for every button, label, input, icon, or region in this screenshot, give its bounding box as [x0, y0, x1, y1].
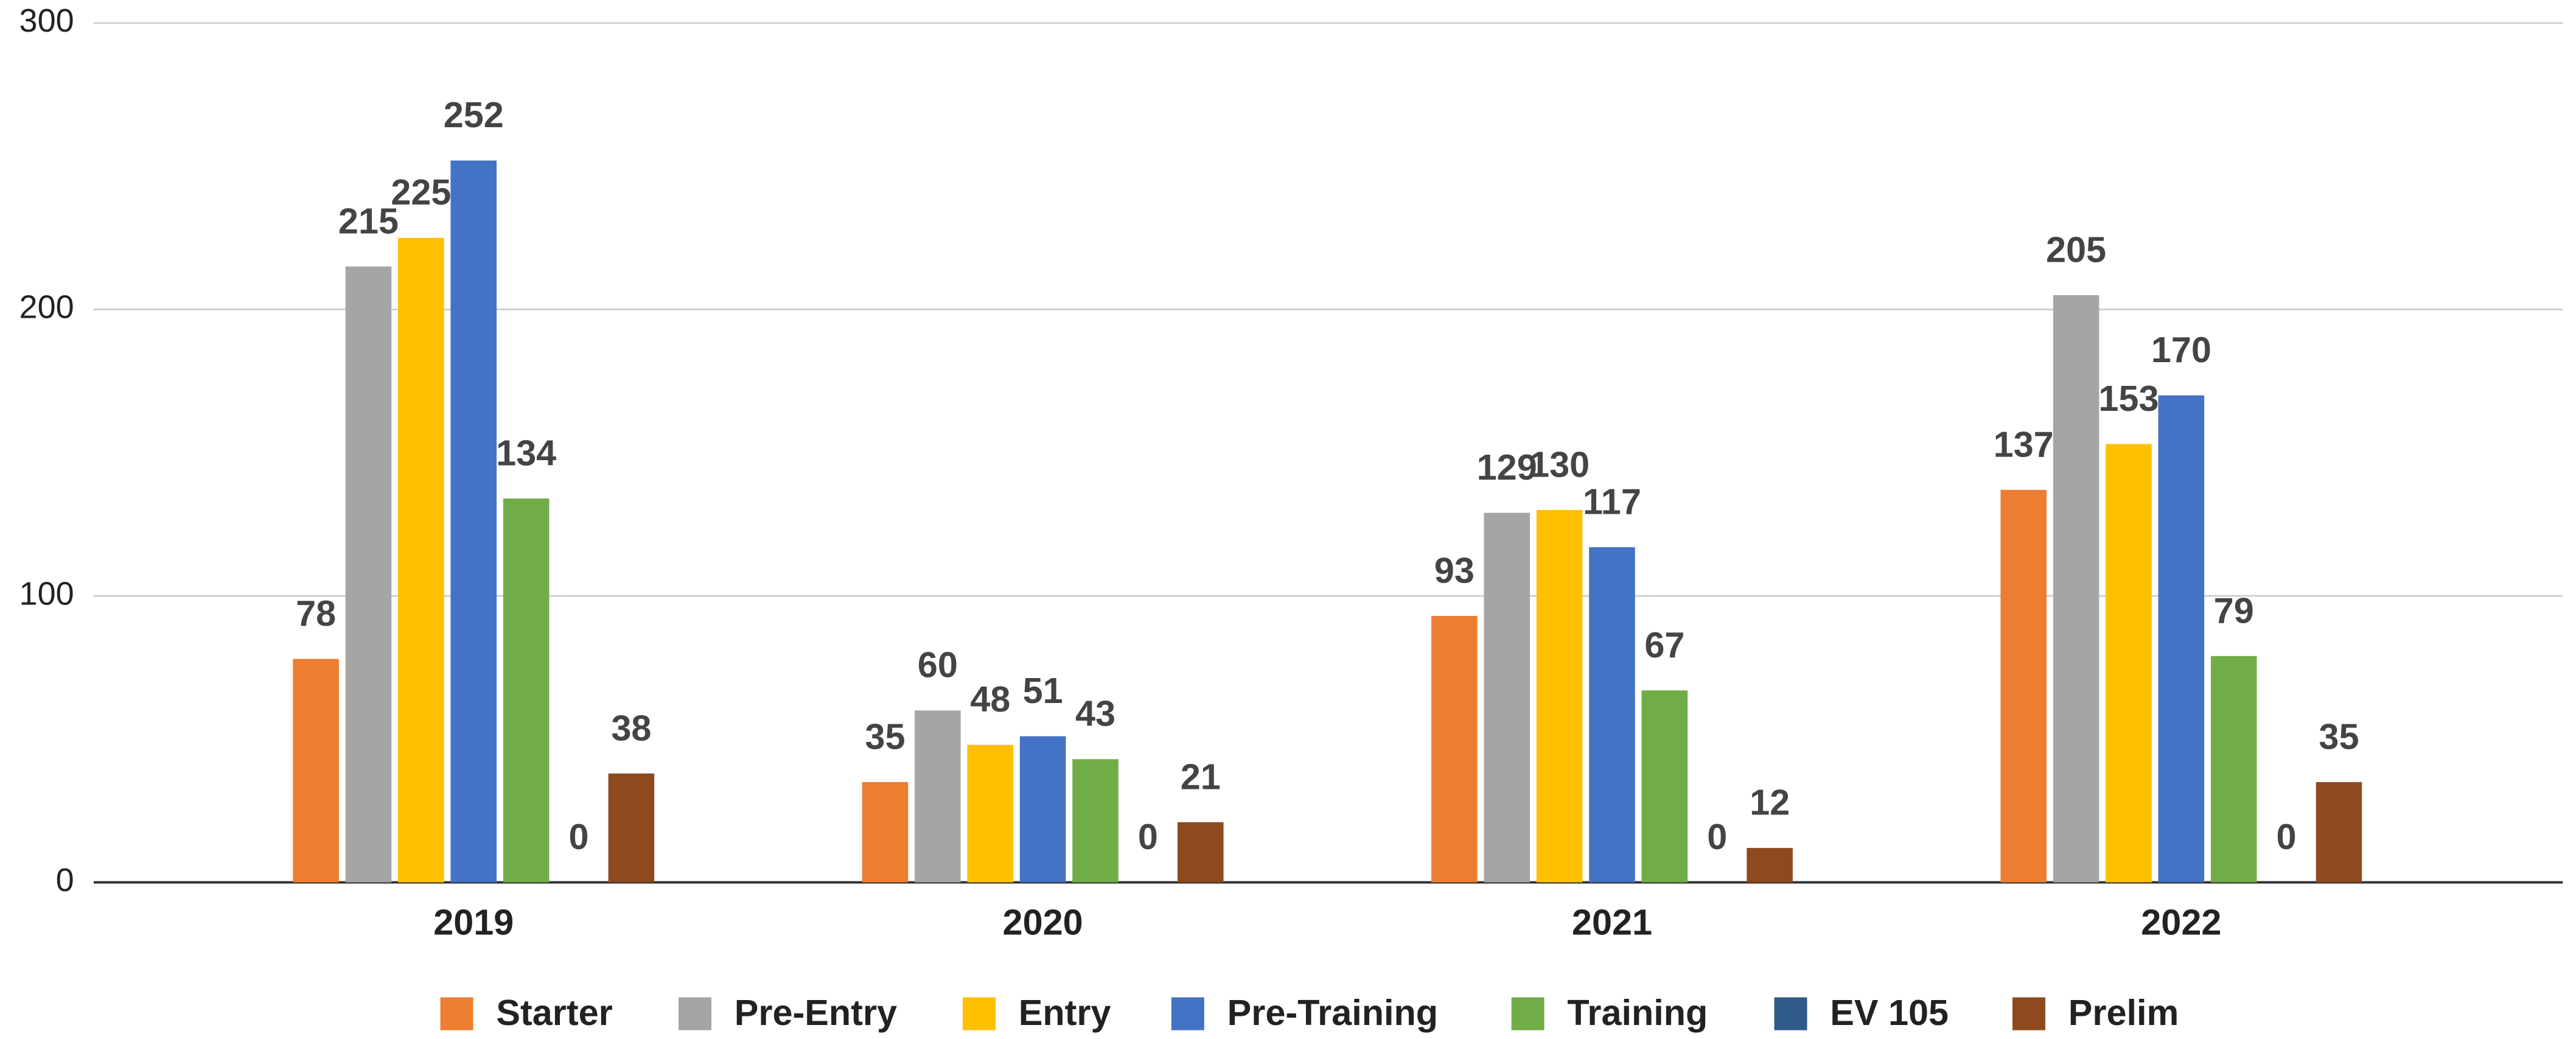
legend-label: Entry — [1019, 992, 1111, 1033]
value-label: 35 — [865, 716, 905, 757]
x-tick-label: 2019 — [433, 901, 514, 942]
bar — [2000, 489, 2047, 883]
legend-swatch — [2012, 997, 2045, 1030]
legend-swatch — [440, 997, 473, 1030]
value-label: 35 — [2319, 716, 2359, 757]
value-label: 0 — [1138, 816, 1158, 857]
y-tick-label: 200 — [19, 289, 74, 326]
legend-label: Training — [1567, 992, 1708, 1033]
bar — [1641, 690, 1688, 883]
bar — [1072, 759, 1119, 883]
y-tick-label: 0 — [56, 862, 74, 898]
value-label: 60 — [918, 645, 958, 685]
y-tick-label: 100 — [19, 575, 74, 612]
value-label: 93 — [1434, 550, 1475, 590]
legend-label: Pre-Entry — [735, 992, 897, 1033]
x-tick-label: 2021 — [1572, 901, 1652, 942]
bar — [503, 498, 550, 883]
bar — [967, 744, 1014, 883]
value-label: 48 — [970, 679, 1010, 719]
value-label: 117 — [1583, 481, 1641, 522]
bar — [1747, 848, 1793, 883]
bar — [398, 237, 444, 883]
bar — [2106, 444, 2152, 883]
legend-label: Pre-Training — [1227, 992, 1438, 1033]
value-label: 0 — [568, 816, 588, 857]
legend-label: Prelim — [2068, 992, 2179, 1033]
value-label: 21 — [1181, 756, 1221, 797]
legend-swatch — [1511, 997, 1545, 1030]
legend-label: Starter — [496, 992, 612, 1033]
bar — [293, 659, 339, 883]
value-label: 129 — [1477, 447, 1537, 488]
bar — [450, 160, 497, 883]
legend-swatch — [963, 997, 996, 1030]
value-label: 0 — [2277, 816, 2297, 857]
value-label: 43 — [1075, 693, 1115, 734]
value-label: 134 — [496, 432, 556, 473]
bar — [1536, 509, 1583, 883]
value-label: 215 — [338, 200, 399, 241]
value-label: 51 — [1023, 670, 1063, 711]
value-label: 38 — [611, 707, 651, 748]
value-label: 252 — [444, 94, 504, 135]
value-label: 0 — [1707, 816, 1727, 857]
bar — [2158, 395, 2205, 883]
value-label: 67 — [1644, 624, 1684, 665]
bar — [2053, 295, 2100, 883]
legend-label: EV 105 — [1830, 992, 1949, 1033]
value-label: 225 — [391, 172, 451, 212]
value-label: 205 — [2046, 229, 2106, 270]
bar — [1431, 615, 1478, 883]
value-label: 79 — [2214, 590, 2254, 631]
value-label: 12 — [1750, 782, 1790, 823]
x-tick-label: 2020 — [1003, 901, 1083, 942]
legend-swatch — [1774, 997, 1807, 1030]
value-label: 153 — [2098, 378, 2159, 419]
value-label: 137 — [1994, 424, 2054, 464]
value-label: 130 — [1529, 444, 1590, 485]
bar — [862, 782, 909, 883]
legend-swatch — [679, 997, 711, 1030]
bar — [2210, 656, 2257, 883]
y-tick-label: 300 — [19, 2, 74, 39]
legend-swatch — [1171, 997, 1204, 1030]
bar — [915, 710, 961, 883]
bar — [2316, 782, 2362, 883]
bar — [345, 266, 392, 883]
bar — [1589, 547, 1635, 883]
bar — [1484, 513, 1530, 883]
value-label: 170 — [2151, 329, 2211, 370]
value-label: 78 — [296, 593, 336, 634]
bar — [608, 773, 655, 883]
x-tick-label: 2022 — [2141, 901, 2221, 942]
bar — [1019, 736, 1066, 883]
bar — [1177, 822, 1224, 883]
